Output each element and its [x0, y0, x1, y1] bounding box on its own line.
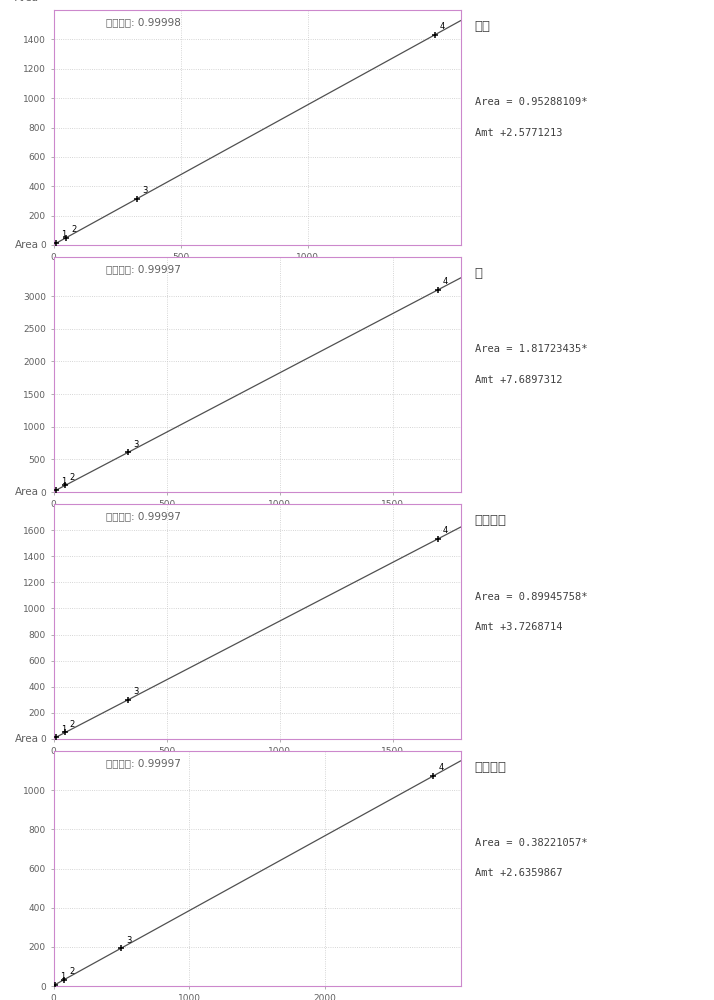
Text: 3: 3: [133, 687, 139, 696]
Y-axis label: Area: Area: [15, 487, 39, 497]
Text: Amt +2.5771213: Amt +2.5771213: [475, 127, 563, 137]
Text: 乙酸丙酯: 乙酸丙酯: [475, 514, 507, 527]
Text: Amt +7.6897312: Amt +7.6897312: [475, 375, 563, 385]
Text: 4: 4: [438, 763, 443, 772]
Y-axis label: Area: Area: [15, 734, 39, 744]
Text: Amt +2.6359867: Amt +2.6359867: [475, 868, 563, 878]
Text: Area = 1.81723435*: Area = 1.81723435*: [475, 344, 588, 355]
Text: 3: 3: [142, 186, 148, 195]
Text: 相关系数: 0.99997: 相关系数: 0.99997: [106, 758, 181, 768]
Text: 4: 4: [440, 22, 446, 31]
Text: 相关系数: 0.99997: 相关系数: 0.99997: [106, 264, 181, 274]
Text: 1: 1: [61, 477, 66, 486]
Text: 三氯乙烯: 三氯乙烯: [475, 761, 507, 774]
Text: 相关系数: 0.99997: 相关系数: 0.99997: [106, 511, 181, 521]
Text: 3: 3: [126, 936, 131, 945]
Text: 2: 2: [70, 473, 75, 482]
Text: 2: 2: [69, 967, 74, 976]
Y-axis label: Area: Area: [15, 240, 39, 250]
Text: 4: 4: [443, 277, 448, 286]
Text: 1: 1: [60, 972, 65, 981]
Text: 丁酮: 丁酮: [475, 20, 491, 33]
Y-axis label: Area: Area: [15, 0, 39, 3]
Text: Area = 0.89945758*: Area = 0.89945758*: [475, 591, 588, 601]
Text: Amount[μg/ml]: Amount[μg/ml]: [392, 755, 461, 764]
Text: Area = 0.95288109*: Area = 0.95288109*: [475, 97, 588, 107]
Text: 1: 1: [61, 230, 66, 239]
Text: 1: 1: [61, 725, 66, 734]
Text: Amt +3.7268714: Amt +3.7268714: [475, 621, 563, 632]
Text: Amount[μg/ml]: Amount[μg/ml]: [392, 508, 461, 517]
Text: Area = 0.38221057*: Area = 0.38221057*: [475, 838, 588, 848]
Text: 2: 2: [71, 225, 76, 234]
Text: 3: 3: [133, 440, 139, 449]
Text: 2: 2: [70, 720, 75, 729]
Text: 4: 4: [443, 526, 448, 535]
Text: 苯: 苯: [475, 267, 483, 280]
Text: Amount[μg/ml]: Amount[μg/ml]: [392, 261, 461, 270]
Text: 相关系数: 0.99998: 相关系数: 0.99998: [106, 17, 181, 27]
